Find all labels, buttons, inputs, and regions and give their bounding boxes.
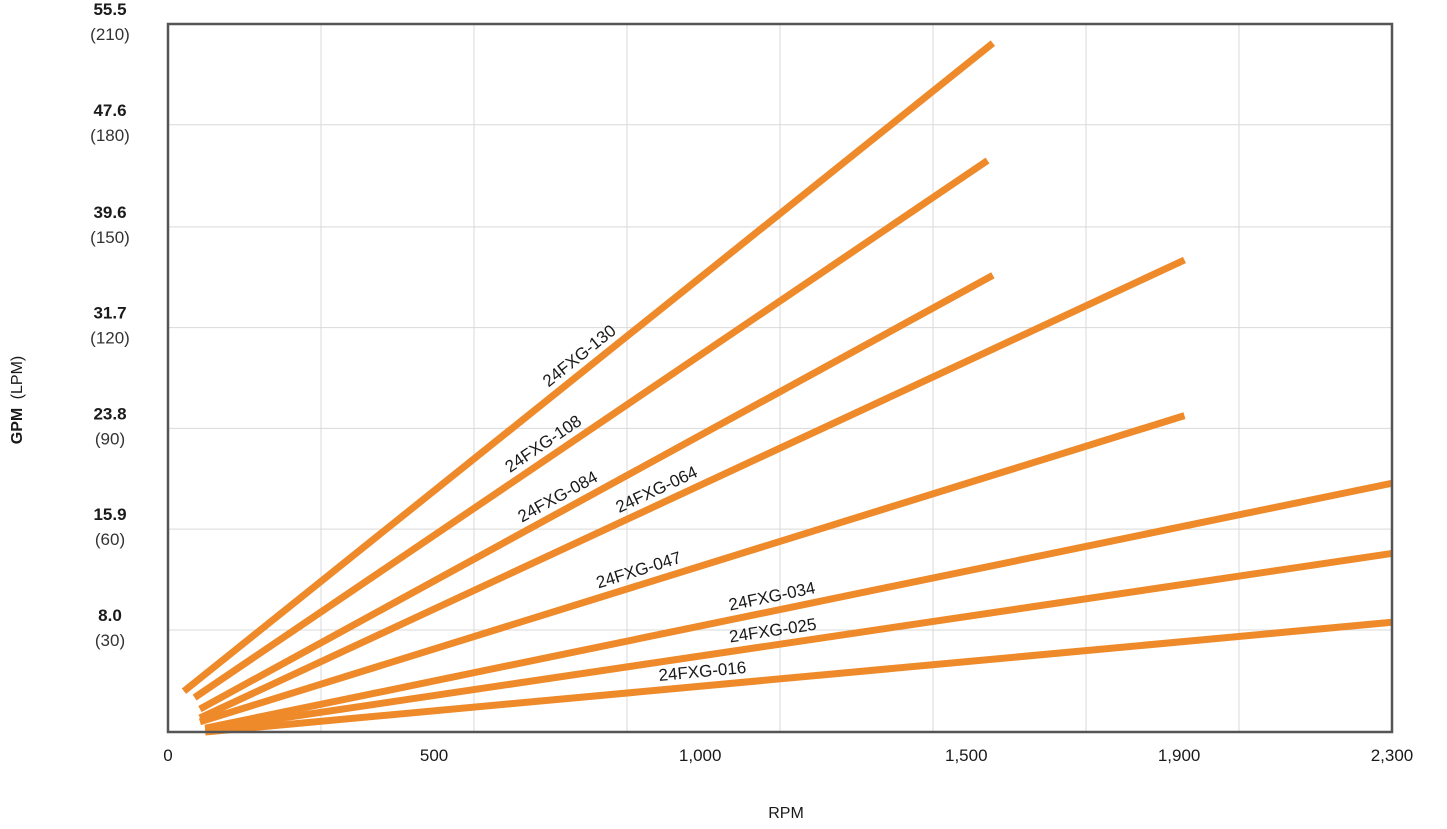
y-tick-sublabel: (90) <box>95 429 125 448</box>
x-tick-label: 500 <box>420 746 448 765</box>
series-line-24fxg-025 <box>204 549 1393 733</box>
y-tick-sublabel: (150) <box>90 228 130 247</box>
y-tick-label: 8.0 <box>98 606 122 625</box>
y-tick-sublabel: (180) <box>90 126 130 145</box>
y-tick-sublabel: (120) <box>90 329 130 348</box>
y-axis-title-secondary: (LPM) <box>9 356 26 400</box>
y-tick-label: 15.9 <box>93 505 126 524</box>
series-line-24fxg-034 <box>204 479 1393 732</box>
plot-frame <box>166 22 1394 734</box>
series-lines <box>181 40 1393 736</box>
series-line-24fxg-084 <box>198 272 995 713</box>
y-tick-label: 31.7 <box>93 304 126 323</box>
y-tick-label: 47.6 <box>93 101 126 120</box>
y-tick-label: 55.5 <box>93 0 126 19</box>
series-line-24fxg-108 <box>192 157 990 701</box>
x-tick-label: 2,300 <box>1371 746 1414 765</box>
y-tick-label: 39.6 <box>93 203 126 222</box>
x-axis-title: RPM <box>768 805 804 822</box>
y-tick-sublabel: (30) <box>95 631 125 650</box>
x-tick-label: 0 <box>163 746 172 765</box>
y-axis-title: GPM (LPM) <box>9 356 26 444</box>
x-tick-label: 1,500 <box>945 746 988 765</box>
series-line-24fxg-130 <box>181 40 996 694</box>
x-axis-ticks: 0 500 1,000 1,500 1,900 2,300 <box>163 746 1413 765</box>
y-axis-ticks: 8.0 (30) 15.9 (60) 23.8 (90) 31.7 (120) 39.6 (150… <box>90 0 130 650</box>
y-axis-title-primary: GPM <box>9 408 26 444</box>
series-line-24fxg-064 <box>198 256 1186 722</box>
y-tick-sublabel: (60) <box>95 530 125 549</box>
series-line-24fxg-047 <box>198 412 1186 726</box>
y-tick-sublabel: (210) <box>90 25 130 44</box>
x-tick-label: 1,900 <box>1158 746 1201 765</box>
y-tick-label: 23.8 <box>93 404 126 423</box>
series-line-24fxg-016 <box>204 618 1393 736</box>
x-tick-label: 1,000 <box>679 746 722 765</box>
